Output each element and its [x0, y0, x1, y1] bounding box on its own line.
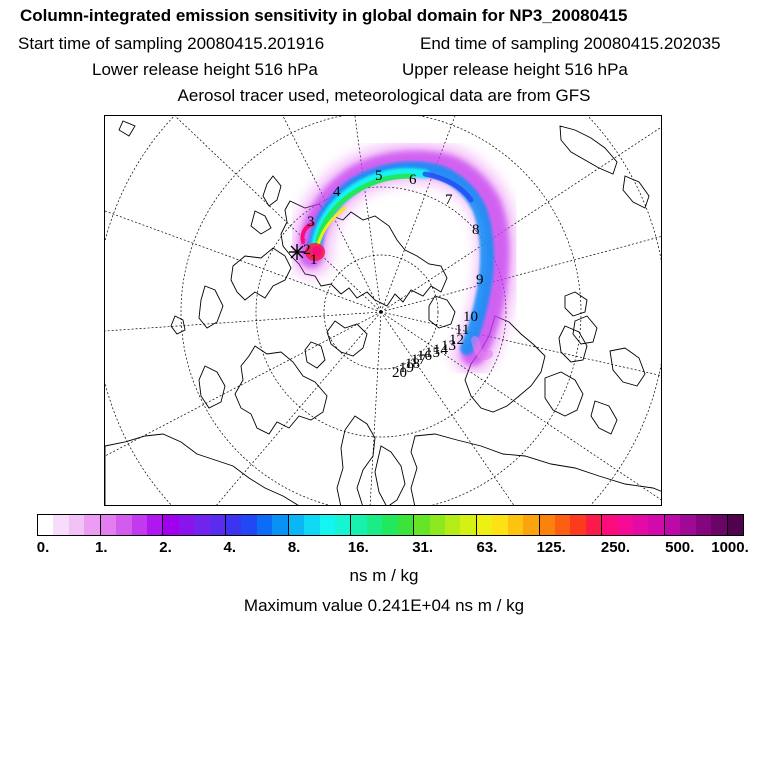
colorbar-segment — [53, 515, 69, 535]
map-canvas: 1 2 3 4 5 6 7 8 9 10 11 12 13 14 15 16 1… — [105, 116, 661, 505]
colorbar-segment — [163, 515, 179, 535]
day-label: 19 — [399, 360, 414, 376]
colorbar-segment — [68, 515, 85, 535]
day-label: 13 — [441, 338, 456, 354]
day-label: 18 — [405, 356, 420, 372]
colorbar-segment — [476, 515, 493, 535]
colorbar-tick-label: 4. — [223, 539, 237, 556]
colorbar-segment — [178, 515, 195, 535]
colorbar-segment — [304, 515, 320, 535]
day-label: 6 — [409, 172, 417, 188]
day-label: 10 — [463, 309, 478, 325]
colorbar-segment — [554, 515, 571, 535]
colorbar-tick-label: 1000. — [711, 539, 749, 556]
colorbar-segment — [131, 515, 147, 535]
day-label: 3 — [307, 214, 315, 230]
colorbar-segment — [507, 515, 524, 535]
release-heights: Lower release height 516 hPa Upper relea… — [92, 60, 768, 80]
colorbar-segment — [256, 515, 273, 535]
colorbar-segment — [116, 515, 132, 535]
colorbar-segment — [84, 515, 101, 535]
colorbar-segment — [382, 515, 398, 535]
colorbar-segment — [523, 515, 540, 535]
colorbar-tick-label: 125. — [536, 539, 566, 556]
day-label: 15 — [425, 345, 440, 361]
colorbar-segment — [146, 515, 164, 535]
day-label: 1 — [310, 252, 318, 268]
colorbar-segment — [335, 515, 352, 535]
colorbar-tick-label: 250. — [600, 539, 631, 556]
day-label: 2 — [303, 242, 311, 258]
graticule — [105, 116, 661, 505]
colorbar-tick-label: 63. — [476, 539, 498, 556]
day-label: 11 — [455, 322, 469, 338]
day-label: 17 — [411, 352, 427, 368]
day-label: 4 — [333, 184, 341, 200]
emission-sensitivity-plume — [289, 141, 519, 375]
day-label: 12 — [449, 332, 464, 348]
colorbar-segment — [680, 515, 696, 535]
colorbar-tick-label: 0. — [36, 539, 50, 556]
colorbar-tick-labels: 0. 1. 2. 4. 8. 16. 31. 63. 125. 250. 500. 1000. — [0, 539, 768, 559]
colorbar-segment — [38, 515, 54, 535]
colorbar-segment — [585, 515, 603, 535]
colorbar-segment — [351, 515, 367, 535]
end-time: End time of sampling 20080415.202035 — [420, 34, 721, 53]
lower-release-height: Lower release height 516 hPa — [92, 60, 318, 79]
colorbar-segment — [397, 515, 415, 535]
start-time: Start time of sampling 20080415.201916 — [18, 34, 325, 53]
maximum-value: Maximum value 0.241E+04 ns m / kg — [243, 596, 525, 615]
colorbar-tick-label: 1. — [95, 539, 108, 556]
colorbar-segment — [664, 515, 681, 535]
colorbar-segment — [366, 515, 383, 535]
colorbar-segment — [539, 515, 555, 535]
day-label: 7 — [445, 192, 453, 208]
colorbar-segment — [241, 515, 257, 535]
upper-release-height: Upper release height 516 hPa — [402, 60, 628, 79]
colorbar-segment — [429, 515, 445, 535]
day-label: 20 — [392, 365, 407, 381]
colorbar-segment — [414, 515, 430, 535]
tracer-note: Aerosol tracer used, meteorological data… — [177, 86, 591, 105]
colorbar-segment — [460, 515, 477, 535]
colorbar-tick-label: 8. — [287, 539, 301, 556]
cross-marker — [289, 244, 305, 260]
colorbar-segment — [100, 515, 117, 535]
colorbar-segment — [209, 515, 227, 535]
colorbar-segment — [570, 515, 586, 535]
colorbar-segment — [711, 515, 728, 535]
colorbar-tick-label: 2. — [159, 539, 172, 556]
units-label: ns m / kg — [349, 566, 419, 585]
colorbar-tick-label: 31. — [412, 539, 434, 556]
colorbar-segment — [633, 515, 649, 535]
colorbar-segment — [319, 515, 336, 535]
colorbar-segment — [727, 515, 743, 535]
colorbar-segment — [695, 515, 712, 535]
day-label: 8 — [472, 222, 480, 238]
colorbar-tick-label: 16. — [347, 539, 369, 556]
day-label: 9 — [476, 272, 484, 288]
colorbar-segment — [444, 515, 461, 535]
colorbar — [37, 514, 744, 536]
day-label: 14 — [433, 342, 449, 358]
colorbar-tick-label: 500. — [665, 539, 695, 556]
figure-title: Column-integrated emission sensitivity i… — [20, 6, 628, 25]
colorbar-segment — [194, 515, 210, 535]
day-label: 16 — [417, 348, 433, 364]
sampling-times: Start time of sampling 20080415.201916 E… — [18, 34, 768, 54]
colorbar-segment — [602, 515, 618, 535]
day-label: 5 — [375, 168, 383, 184]
colorbar-segment — [492, 515, 508, 535]
colorbar-segment — [288, 515, 305, 535]
colorbar-segment — [226, 515, 242, 535]
polar-map: 1 2 3 4 5 6 7 8 9 10 11 12 13 14 15 16 1… — [104, 115, 662, 506]
colorbar-segment — [648, 515, 665, 535]
day-labels: 1 2 3 4 5 6 7 8 9 10 11 12 13 14 15 16 1… — [303, 168, 484, 381]
colorbar-segment — [272, 515, 289, 535]
colorbar-segment — [617, 515, 634, 535]
